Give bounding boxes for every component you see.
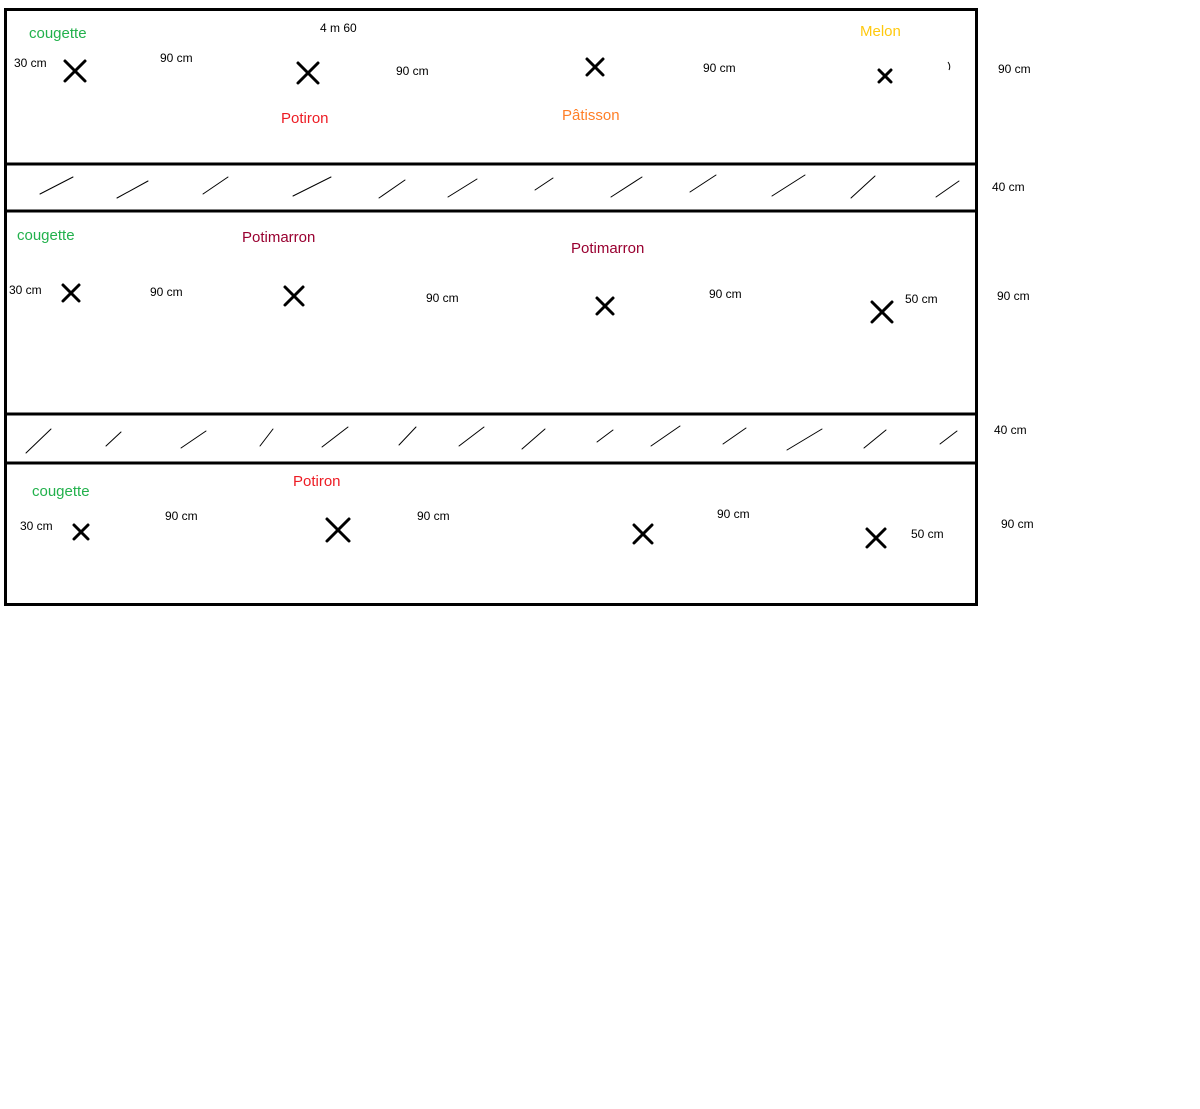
bed-1-spacing-3: 90 cm xyxy=(396,64,429,78)
path-2-hatch-stroke xyxy=(180,430,207,449)
path-1-hatch-stroke xyxy=(935,180,960,198)
path-2-hatch-stroke xyxy=(521,428,546,450)
path-2-hatch-stroke xyxy=(863,429,887,449)
bed-2-plant-potimarron-1: Potimarron xyxy=(242,229,316,246)
path-2-hatch-stroke xyxy=(650,425,681,447)
bed-1-width-label: 90 cm xyxy=(998,62,1031,76)
bed-3-plant-courgette: cougette xyxy=(32,483,90,500)
path-2-hatch-stroke xyxy=(321,426,349,448)
bed-2-plant-courgette: cougette xyxy=(17,227,75,244)
stray-mark xyxy=(947,61,951,71)
path-2-hatch-stroke xyxy=(398,426,417,446)
bed-2-plant-position-cross xyxy=(595,296,615,316)
path-1-hatch-stroke xyxy=(378,179,406,199)
bed-3-spacing-1: 30 cm xyxy=(20,519,53,533)
bed-2-spacing-5: 50 cm xyxy=(905,292,938,306)
bed-3-plant-position-cross xyxy=(632,523,654,545)
bed-1-plant-position-cross xyxy=(63,59,87,83)
bed-2-width-label: 90 cm xyxy=(997,289,1030,303)
path-2-width-label: 40 cm xyxy=(994,423,1027,437)
path-2-hatch-stroke xyxy=(105,431,122,447)
bed-2-spacing-4: 90 cm xyxy=(709,287,742,301)
path-2-hatch-stroke xyxy=(259,428,274,447)
bed-1-plant-position-cross xyxy=(296,61,320,85)
bed-3-width-label: 90 cm xyxy=(1001,517,1034,531)
bed-3-spacing-4: 90 cm xyxy=(717,507,750,521)
path-2-hatch-stroke xyxy=(722,427,747,445)
bed-1-plant-potiron: Potiron xyxy=(281,110,329,127)
path-1-hatch-stroke xyxy=(771,174,806,197)
path-1-hatch-stroke xyxy=(610,176,643,198)
bed-2-plant-potimarron-2: Potimarron xyxy=(571,240,645,257)
bed-3-plant-position-cross xyxy=(865,527,887,549)
bed-2-plant-position-cross xyxy=(61,283,81,303)
bed-1-plant-position-cross xyxy=(877,68,893,84)
bed-1-spacing-2: 90 cm xyxy=(160,51,193,65)
bed-3-spacing-5: 50 cm xyxy=(911,527,944,541)
garden-outline xyxy=(4,8,978,606)
bed-1-spacing-1: 30 cm xyxy=(14,56,47,70)
bed-1-plant-melon: Melon xyxy=(860,23,901,40)
path-1-hatch-stroke xyxy=(116,180,149,199)
bed-3-plant-position-cross xyxy=(72,523,90,541)
path-2-hatch-stroke xyxy=(939,430,958,445)
garden-length-label: 4 m 60 xyxy=(320,21,357,35)
path-1-width-label: 40 cm xyxy=(992,180,1025,194)
path-1-hatch-stroke xyxy=(850,175,876,199)
path-2-hatch-stroke xyxy=(596,429,614,443)
path-2-hatch-stroke xyxy=(25,428,52,454)
bed-1-spacing-4: 90 cm xyxy=(703,61,736,75)
path-1-hatch-stroke xyxy=(202,176,229,195)
bed-1-plant-position-cross xyxy=(585,57,605,77)
bed-3-spacing-2: 90 cm xyxy=(165,509,198,523)
path-1-hatch-stroke xyxy=(447,178,478,198)
path-1-hatch-stroke xyxy=(534,177,554,191)
bed-1-plant-courgette: cougette xyxy=(29,25,87,42)
bed-2-plant-position-cross xyxy=(870,300,894,324)
bed-2-plant-position-cross xyxy=(283,285,305,307)
path-1-hatch-stroke xyxy=(39,176,74,195)
path-2-hatching xyxy=(25,425,958,454)
bed-2-spacing-3: 90 cm xyxy=(426,291,459,305)
path-2-hatch-stroke xyxy=(458,426,485,447)
bed-1-plant-patisson: Pâtisson xyxy=(562,107,620,124)
path-2-hatch-stroke xyxy=(786,428,823,451)
bed-3-plant-position-cross xyxy=(325,517,351,543)
bed-2-spacing-1: 30 cm xyxy=(9,283,42,297)
path-1-hatch-stroke xyxy=(689,174,717,193)
bed-2-spacing-2: 90 cm xyxy=(150,285,183,299)
bed-3-spacing-3: 90 cm xyxy=(417,509,450,523)
path-1-hatching xyxy=(39,174,960,199)
bed-3-plant-potiron: Potiron xyxy=(293,473,341,490)
path-1-hatch-stroke xyxy=(292,176,332,197)
plant-marks xyxy=(61,57,894,549)
